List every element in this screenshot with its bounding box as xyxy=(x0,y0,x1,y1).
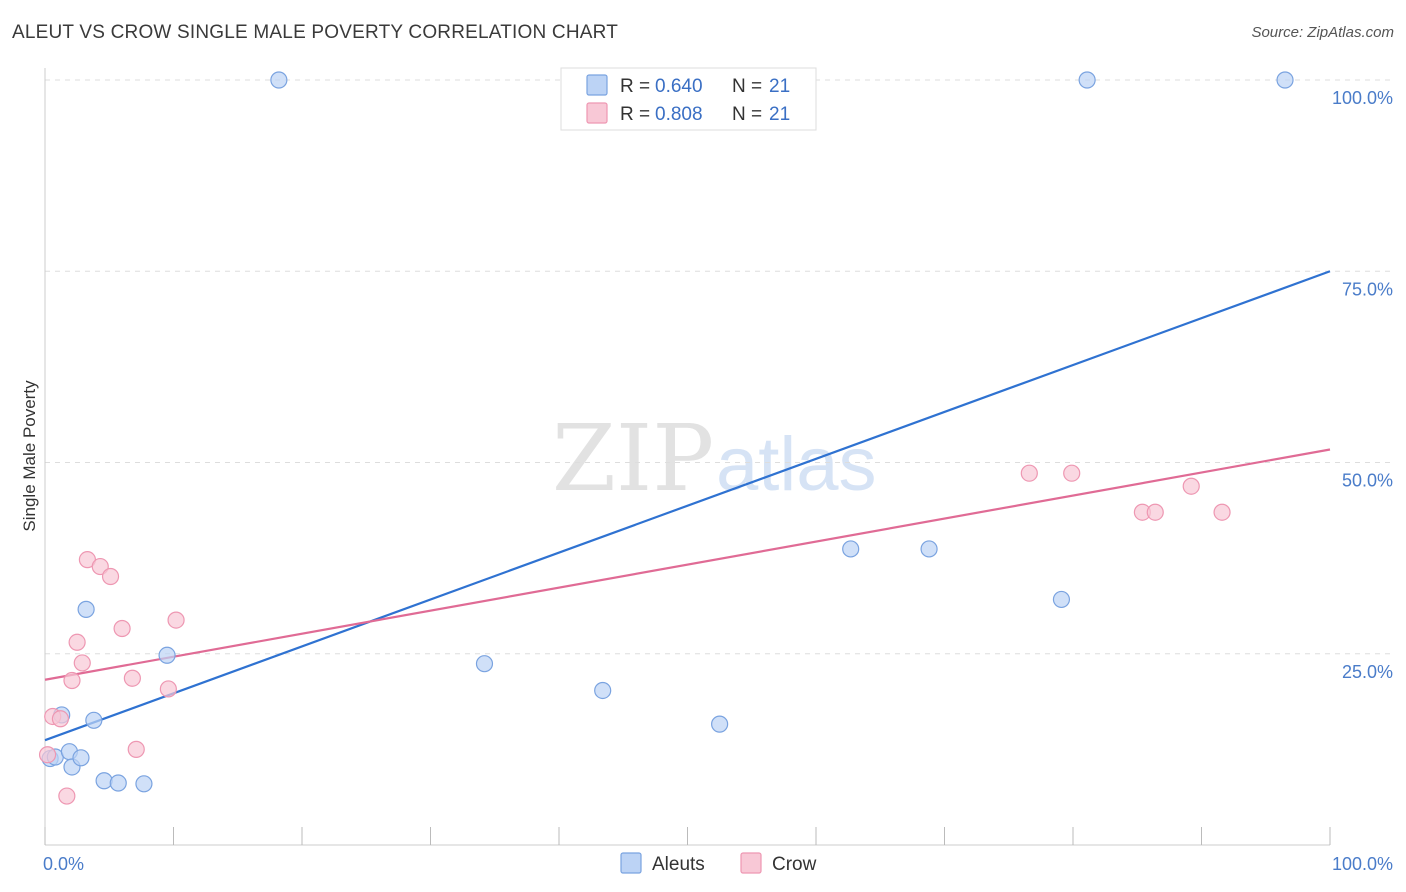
x-tick-label-0: 0.0% xyxy=(43,854,84,874)
chart-title: ALEUT VS CROW SINGLE MALE POVERTY CORREL… xyxy=(12,22,619,43)
aleut-point-18 xyxy=(1052,590,1071,609)
y-tick-label-3: 100.0% xyxy=(1332,88,1393,108)
crow-point-15 xyxy=(1020,464,1038,482)
crow-r-value: 0.808 xyxy=(655,104,703,125)
aleut-legend-swatch xyxy=(586,74,608,96)
crow-point-0 xyxy=(38,746,57,764)
y-tick-label-1: 50.0% xyxy=(1342,471,1393,491)
crow-point-19 xyxy=(1182,477,1200,495)
crow-point-2 xyxy=(51,710,70,728)
series-legend: Aleuts Crow xyxy=(620,852,817,875)
crow-legend-label: Crow xyxy=(772,854,817,875)
crow-trend-line xyxy=(44,448,1331,681)
aleut-point-5 xyxy=(72,749,90,767)
aleut-point-14 xyxy=(594,681,612,700)
y-tick-label-0: 25.0% xyxy=(1342,662,1393,682)
aleut-point-20 xyxy=(1276,71,1294,89)
aleut-point-15 xyxy=(711,715,729,733)
crow-r-label: R = xyxy=(620,104,650,125)
gridlines xyxy=(45,79,1392,655)
aleut-r-label: R = xyxy=(620,76,650,97)
aleut-point-13 xyxy=(475,655,494,673)
crow-point-5 xyxy=(68,633,86,651)
crow-legend-swatch xyxy=(586,102,608,124)
aleut-point-8 xyxy=(95,772,113,790)
aleut-point-12 xyxy=(270,71,288,89)
y-axis-label: Single Male Poverty xyxy=(20,380,39,532)
aleut-point-17 xyxy=(920,540,938,558)
crow-point-12 xyxy=(127,740,145,758)
crow-point-20 xyxy=(1213,503,1231,521)
source-label: Source: ZipAtlas.com xyxy=(1251,24,1394,41)
watermark-zip: ZIP xyxy=(552,405,714,512)
crow-point-6 xyxy=(73,654,91,672)
aleuts-legend-label: Aleuts xyxy=(652,854,705,875)
aleut-point-19 xyxy=(1078,71,1096,89)
crow-n-value: 21 xyxy=(769,104,790,125)
crow-n-label: N = xyxy=(732,104,762,125)
crow-point-13 xyxy=(159,680,177,698)
crow-point-8 xyxy=(91,557,109,576)
aleut-r-value: 0.640 xyxy=(655,76,703,97)
crow-point-3 xyxy=(58,787,76,805)
stats-legend: R = 0.640 N = 21 R = 0.808 N = 21 xyxy=(560,67,817,131)
watermark: ZIP atlas xyxy=(552,405,877,512)
aleut-point-6 xyxy=(77,600,95,618)
watermark-atlas: atlas xyxy=(716,422,877,507)
crow-points xyxy=(38,464,1231,805)
aleut-point-7 xyxy=(85,711,103,729)
y-tick-label-2: 75.0% xyxy=(1342,279,1393,299)
data-points xyxy=(38,71,1294,805)
crow-point-11 xyxy=(123,669,141,687)
crow-point-9 xyxy=(101,567,120,586)
aleut-point-9 xyxy=(109,774,127,792)
aleut-point-11 xyxy=(158,646,176,664)
crow-legend-swatch-bottom xyxy=(740,852,762,874)
x-tick-labels: 0.0% 100.0% xyxy=(43,854,1393,874)
aleut-n-label: N = xyxy=(732,76,762,97)
aleut-trend-line xyxy=(44,270,1331,742)
crow-point-4 xyxy=(63,671,81,690)
crow-point-18 xyxy=(1146,503,1164,521)
crow-point-14 xyxy=(167,611,185,629)
aleut-point-10 xyxy=(135,775,153,793)
aleuts-legend-swatch xyxy=(620,852,642,874)
aleut-point-16 xyxy=(842,540,860,558)
crow-point-10 xyxy=(113,619,131,638)
crow-point-16 xyxy=(1063,464,1081,482)
x-tick-label-1: 100.0% xyxy=(1332,854,1393,874)
y-tick-labels: 25.0% 50.0% 75.0% 100.0% xyxy=(1332,88,1393,682)
trend-lines xyxy=(44,270,1331,742)
aleut-n-value: 21 xyxy=(769,76,790,97)
